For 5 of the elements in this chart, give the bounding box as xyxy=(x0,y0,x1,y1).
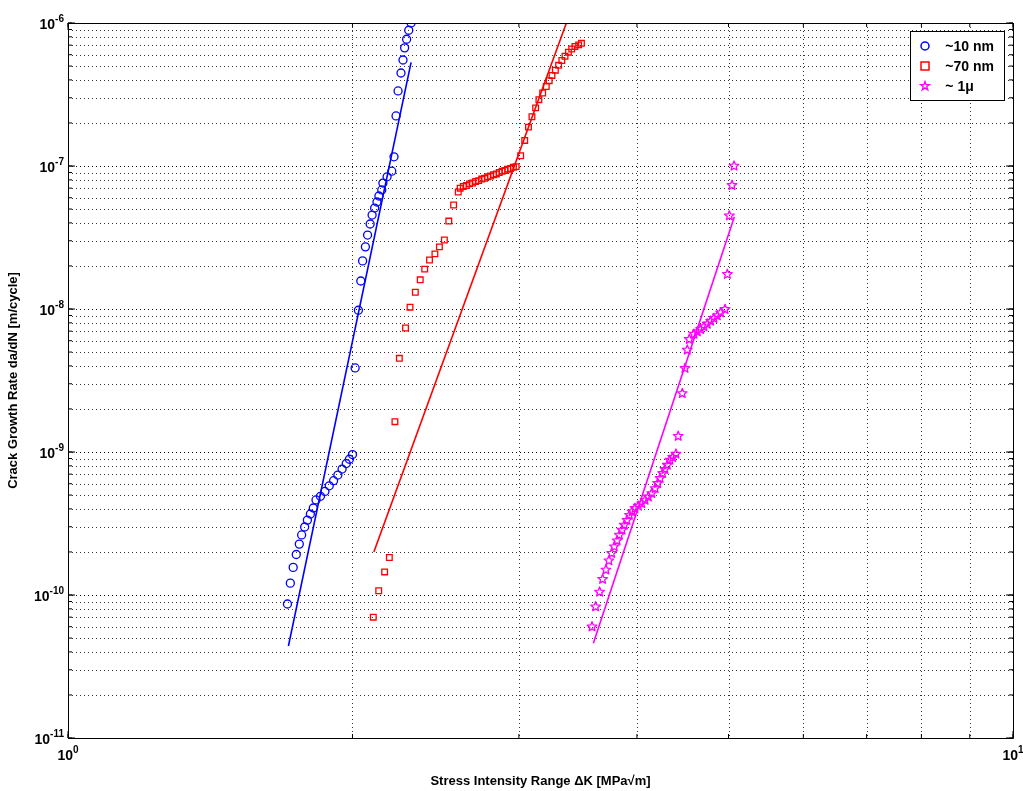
legend-label: ~70 nm xyxy=(945,58,994,74)
y-axis-title: Crack Growth Rate da/dN [m/cycle] xyxy=(5,272,21,489)
x-axis-title: Stress Intensity Range ΔK [MPa√m] xyxy=(430,772,651,788)
legend-label: ~ 1μ xyxy=(945,78,974,94)
legend-label: ~10 nm xyxy=(945,38,994,54)
